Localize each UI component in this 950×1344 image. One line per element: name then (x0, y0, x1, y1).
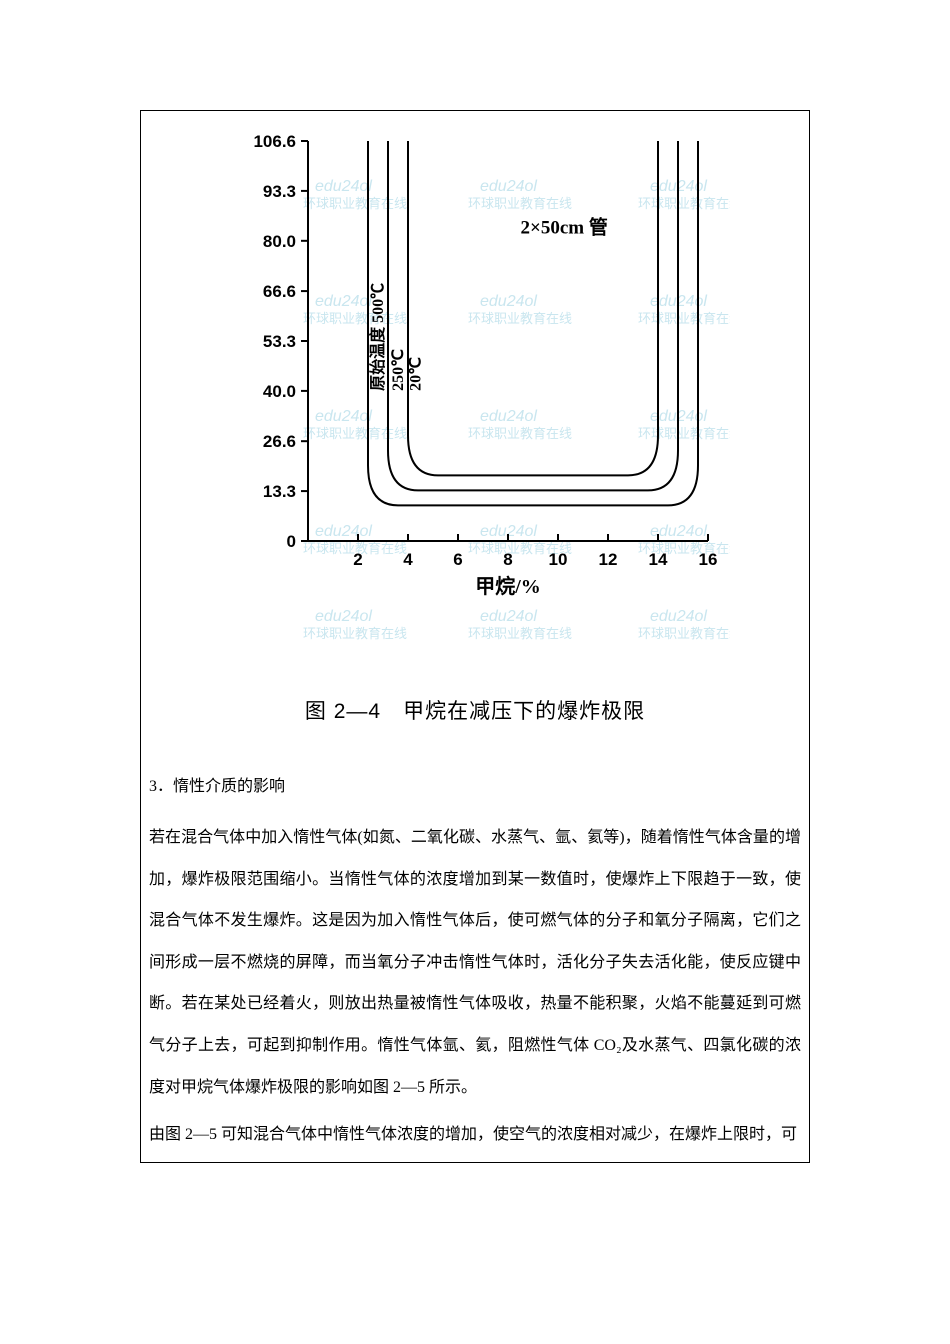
svg-text:10: 10 (549, 550, 568, 569)
svg-text:0: 0 (287, 532, 296, 551)
svg-text:4: 4 (403, 550, 413, 569)
svg-text:edu24ol: edu24ol (315, 408, 372, 425)
svg-text:环球职业教育在线: 环球职业教育在线 (638, 196, 730, 211)
paragraph-1: 若在混合气体中加入惰性气体(如氮、二氧化碳、水蒸气、氩、氦等)，随着惰性气体含量… (141, 811, 809, 1108)
svg-text:原始温度 500℃: 原始温度 500℃ (368, 283, 387, 391)
svg-text:环球职业教育在线: 环球职业教育在线 (303, 196, 407, 211)
figure-container: edu24ol环球职业教育在线edu24ol环球职业教育在线edu24ol环球职… (141, 111, 809, 681)
svg-text:13.3: 13.3 (263, 482, 296, 501)
svg-text:66.6: 66.6 (263, 282, 296, 301)
svg-text:edu24ol: edu24ol (650, 608, 707, 625)
figure-caption: 图 2—4 甲烷在减压下的爆炸极限 (141, 681, 809, 749)
svg-text:环球职业教育在线: 环球职业教育在线 (303, 626, 407, 641)
svg-text:edu24ol: edu24ol (315, 178, 372, 195)
svg-text:16: 16 (699, 550, 718, 569)
svg-text:6: 6 (453, 550, 462, 569)
svg-text:环球职业教育在线: 环球职业教育在线 (468, 196, 572, 211)
svg-text:93.3: 93.3 (263, 182, 296, 201)
svg-text:edu24ol: edu24ol (480, 178, 537, 195)
svg-text:12: 12 (599, 550, 618, 569)
svg-text:14: 14 (649, 550, 668, 569)
svg-text:环球职业教育在线: 环球职业教育在线 (638, 426, 730, 441)
explosion-limit-chart: edu24ol环球职业教育在线edu24ol环球职业教育在线edu24ol环球职… (220, 121, 730, 681)
svg-text:2×50cm 管: 2×50cm 管 (521, 215, 608, 238)
svg-text:8: 8 (503, 550, 512, 569)
svg-text:80.0: 80.0 (263, 232, 296, 251)
page: edu24ol环球职业教育在线edu24ol环球职业教育在线edu24ol环球职… (0, 110, 950, 1163)
svg-text:环球职业教育在线: 环球职业教育在线 (303, 426, 407, 441)
svg-text:环球职业教育在线: 环球职业教育在线 (638, 311, 730, 326)
svg-text:edu24ol: edu24ol (315, 608, 372, 625)
svg-text:环球职业教育在线: 环球职业教育在线 (468, 311, 572, 326)
svg-text:20℃: 20℃ (408, 357, 425, 391)
paragraph-2: 由图 2—5 可知混合气体中惰性气体浓度的增加，使空气的浓度相对减少，在爆炸上限… (141, 1108, 809, 1162)
section-title: 3．惰性介质的影响 (141, 749, 809, 811)
svg-text:106.6: 106.6 (253, 132, 296, 151)
svg-text:甲烷/%: 甲烷/% (475, 574, 541, 598)
svg-text:环球职业教育在线: 环球职业教育在线 (303, 311, 407, 326)
svg-text:250℃: 250℃ (390, 349, 407, 391)
svg-text:edu24ol: edu24ol (480, 293, 537, 310)
svg-text:edu24ol: edu24ol (480, 608, 537, 625)
svg-text:环球职业教育在线: 环球职业教育在线 (468, 426, 572, 441)
svg-text:2: 2 (353, 550, 362, 569)
svg-text:edu24ol: edu24ol (480, 408, 537, 425)
svg-text:26.6: 26.6 (263, 432, 296, 451)
content-box: edu24ol环球职业教育在线edu24ol环球职业教育在线edu24ol环球职… (140, 110, 810, 1163)
svg-text:53.3: 53.3 (263, 332, 296, 351)
svg-text:edu24ol: edu24ol (315, 293, 372, 310)
svg-text:环球职业教育在线: 环球职业教育在线 (638, 626, 730, 641)
svg-text:环球职业教育在线: 环球职业教育在线 (468, 626, 572, 641)
svg-text:edu24ol: edu24ol (315, 523, 372, 540)
svg-text:40.0: 40.0 (263, 382, 296, 401)
